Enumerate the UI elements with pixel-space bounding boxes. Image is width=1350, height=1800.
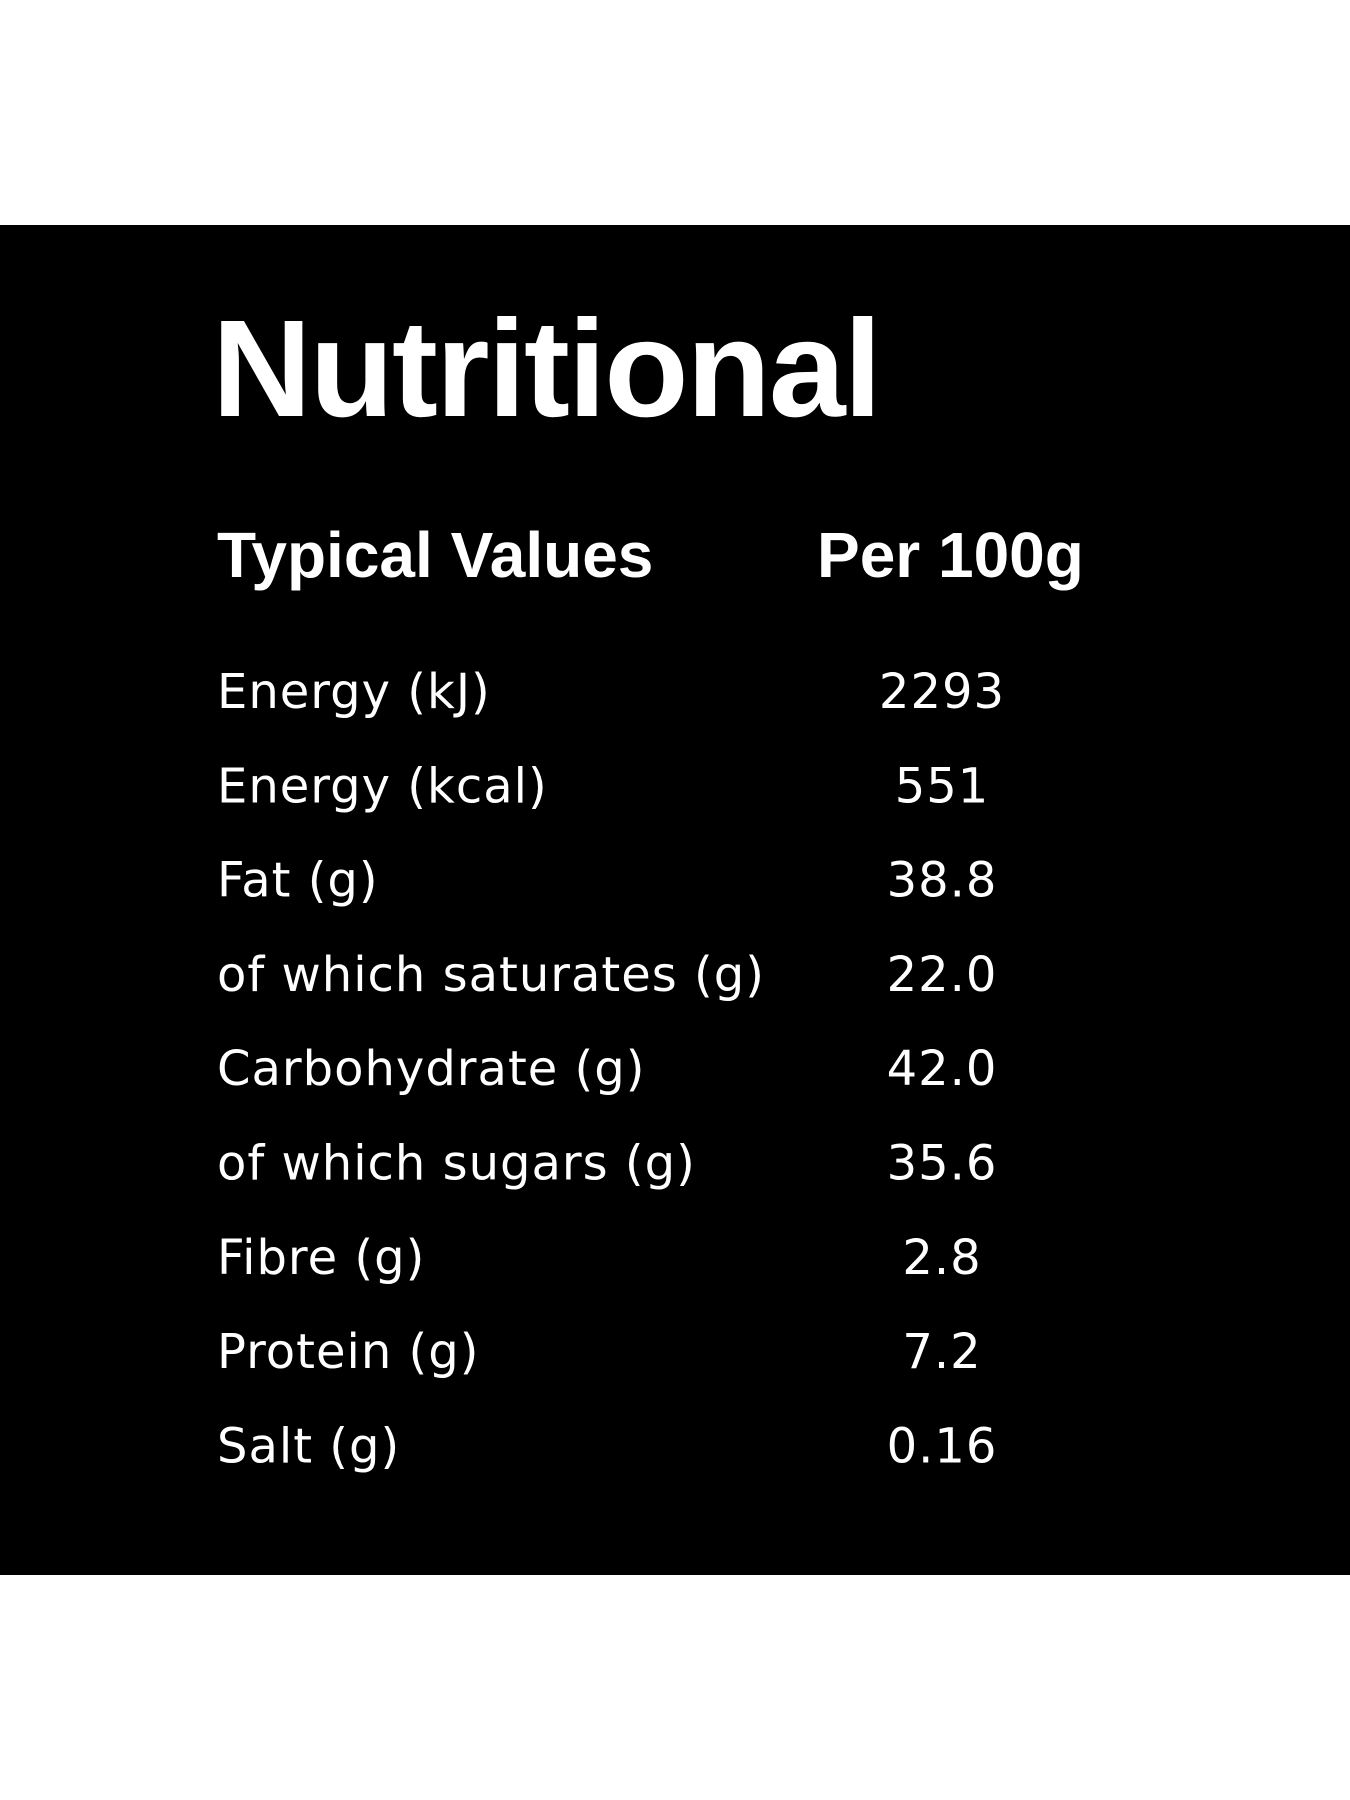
background-band [0,225,1350,1575]
nutrient-value: 22.0 [887,947,998,1003]
nutrient-label: Carbohydrate (g) [217,1041,645,1097]
nutrient-value: 551 [895,758,990,814]
column-header: Per 100g [817,519,1084,591]
nutrient-value: 35.6 [887,1136,998,1192]
nutrient-value: 38.8 [887,853,998,909]
nutrient-label: Fat (g) [217,853,379,909]
nutrient-label: Salt (g) [217,1418,400,1474]
nutrient-value: 7.2 [902,1324,981,1380]
nutrient-value: 42.0 [887,1041,998,1097]
nutrient-label: Energy (kcal) [217,758,548,814]
nutrient-label: of which sugars (g) [217,1136,696,1192]
nutrient-label: Protein (g) [217,1324,479,1380]
column-header: Typical Values [217,519,653,591]
nutrient-value: 2.8 [902,1230,981,1286]
nutrient-value: 0.16 [887,1418,998,1474]
nutrient-label: Energy (kJ) [217,664,491,720]
nutrient-value: 2293 [879,664,1005,720]
nutrient-label: Fibre (g) [217,1230,425,1286]
title: Nutritional [212,292,880,446]
nutrient-label: of which saturates (g) [217,947,765,1003]
